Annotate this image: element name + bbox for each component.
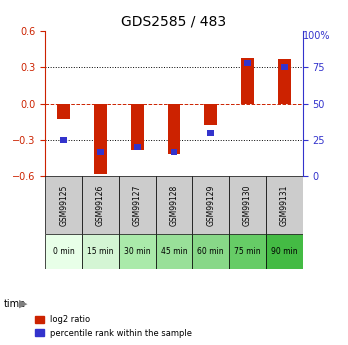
Bar	[241, 58, 254, 104]
FancyBboxPatch shape	[266, 234, 303, 269]
Bar	[97, 148, 104, 155]
Text: GSM99126: GSM99126	[96, 185, 105, 226]
FancyBboxPatch shape	[156, 176, 192, 234]
FancyBboxPatch shape	[192, 176, 229, 234]
FancyBboxPatch shape	[119, 234, 156, 269]
Text: 90 min: 90 min	[271, 247, 298, 256]
Bar	[244, 60, 251, 66]
FancyBboxPatch shape	[229, 234, 266, 269]
FancyBboxPatch shape	[45, 176, 82, 234]
Text: GSM99131: GSM99131	[280, 185, 289, 226]
Text: 45 min: 45 min	[161, 247, 187, 256]
Text: 75 min: 75 min	[234, 247, 261, 256]
Bar	[171, 148, 177, 155]
Text: 0 min: 0 min	[53, 247, 74, 256]
FancyBboxPatch shape	[45, 234, 82, 269]
FancyBboxPatch shape	[82, 234, 119, 269]
FancyBboxPatch shape	[192, 234, 229, 269]
Text: 30 min: 30 min	[124, 247, 151, 256]
Text: GSM99128: GSM99128	[169, 185, 179, 226]
Text: GSM99129: GSM99129	[206, 185, 215, 226]
Bar	[207, 130, 214, 136]
Text: 15 min: 15 min	[87, 247, 114, 256]
FancyBboxPatch shape	[229, 176, 266, 234]
Text: 100%: 100%	[303, 31, 330, 41]
FancyBboxPatch shape	[266, 176, 303, 234]
Text: GSM99125: GSM99125	[59, 185, 68, 226]
Title: GDS2585 / 483: GDS2585 / 483	[121, 14, 227, 29]
Bar	[167, 104, 180, 155]
Text: ▶: ▶	[19, 299, 27, 308]
Legend: log2 ratio, percentile rank within the sample: log2 ratio, percentile rank within the s…	[32, 312, 196, 341]
Text: GSM99130: GSM99130	[243, 185, 252, 226]
Text: time: time	[3, 299, 26, 308]
Bar	[94, 104, 107, 174]
Bar	[281, 64, 288, 70]
Bar	[134, 144, 141, 150]
FancyBboxPatch shape	[82, 176, 119, 234]
Text: GSM99127: GSM99127	[133, 185, 142, 226]
Bar	[131, 104, 144, 150]
Bar	[204, 104, 217, 125]
FancyBboxPatch shape	[119, 176, 156, 234]
FancyBboxPatch shape	[156, 234, 192, 269]
Bar	[57, 104, 70, 119]
Bar	[60, 137, 67, 143]
Bar	[278, 59, 291, 104]
Text: 60 min: 60 min	[197, 247, 224, 256]
